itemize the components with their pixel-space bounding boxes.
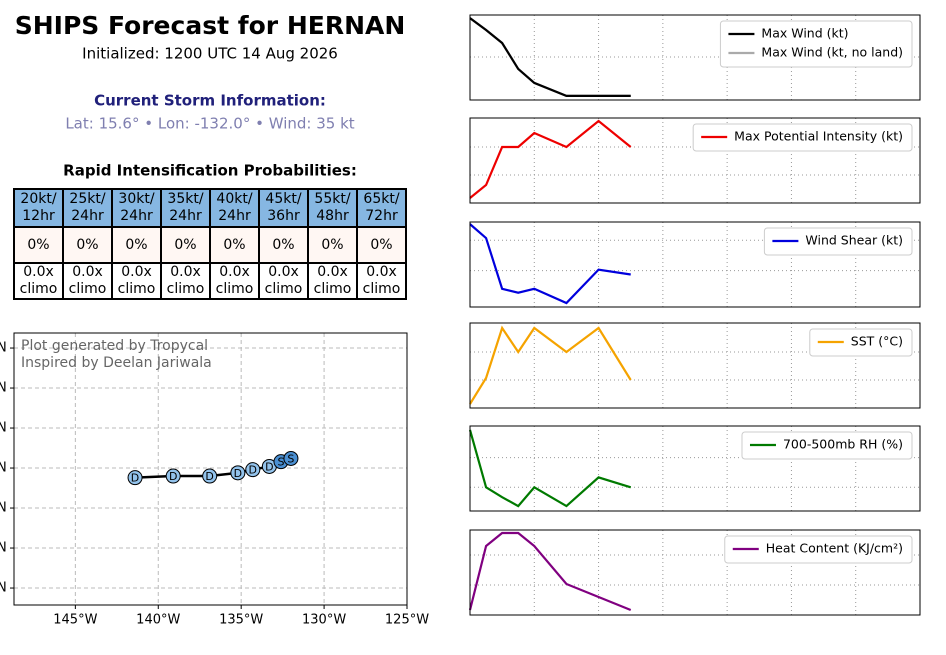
point-label: D [169, 470, 177, 483]
annotation: Inspired by Deelan Jariwala [21, 355, 212, 371]
legend-label: Wind Shear (kt) [805, 233, 903, 248]
x-tick-label: 130°W [302, 613, 346, 628]
plot-frame [469, 425, 921, 512]
legend-label: Max Wind (kt, no land) [761, 45, 903, 60]
x-tick-label: 135°W [219, 613, 263, 628]
series-line [469, 325, 632, 405]
track-point [127, 470, 143, 486]
table-cell: 0% [13, 226, 64, 264]
legend-box [719, 20, 913, 68]
table-cell: 0.0x climo [13, 262, 64, 300]
table-cell: 0% [307, 226, 358, 264]
plot-frame [469, 221, 921, 308]
y-tick-label: N [0, 421, 7, 436]
legend: Max Potential Intensity (kt) [692, 123, 913, 152]
series-line [468, 429, 632, 508]
point-label: D [205, 470, 213, 483]
plot-frame [469, 117, 921, 204]
table-cell: 45kt/ 36hr [258, 188, 309, 228]
y-tick-label: N [0, 341, 7, 356]
storm-info: Lat: 15.6° • Lon: -132.0° • Wind: 35 kt [65, 115, 354, 133]
table-cell: 0% [111, 226, 162, 264]
legend-label: 700-500mb RH (%) [783, 437, 903, 452]
plot-frame [469, 14, 921, 101]
point-label: D [265, 460, 273, 473]
ri-table: 20kt/ 12hr 25kt/ 24hr 30kt/ 24hr 35kt/ 24hr… [13, 188, 407, 300]
table-cell: 40kt/ 24hr [209, 188, 260, 228]
legend-box [692, 123, 913, 152]
table-cell: 0.0x climo [209, 262, 260, 300]
point-label: S [287, 452, 294, 465]
track-point [230, 465, 246, 481]
table-cell: 65kt/ 72hr [356, 188, 407, 228]
point-label: D [234, 467, 242, 480]
track-point [202, 468, 218, 484]
table-cell: 25kt/ 24hr [62, 188, 113, 228]
table-cell: 0.0x climo [111, 262, 162, 300]
legend: Max Wind (kt) Max Wind (kt, no land) [719, 20, 913, 68]
series-line [469, 17, 631, 97]
table-cell: 55kt/ 48hr [307, 188, 358, 228]
table-row: 0.0x climo 0.0x climo 0.0x climo 0.0x climo… [13, 262, 407, 300]
legend: Wind Shear (kt) [763, 227, 913, 256]
series-line [468, 531, 632, 612]
legend-label: SST (°C) [851, 334, 903, 349]
storm-heading: Current Storm Information: [94, 92, 326, 110]
table-cell: 0.0x climo [307, 262, 358, 300]
series-line [469, 119, 632, 199]
legend: SST (°C) [809, 328, 913, 357]
legend-box [741, 431, 913, 460]
legend-label: Heat Content (KJ/cm²) [766, 541, 903, 556]
y-tick-label: N [0, 461, 7, 476]
subtitle: Initialized: 1200 UTC 14 Aug 2026 [82, 45, 338, 63]
table-cell: 0% [62, 226, 113, 264]
point-label: D [249, 464, 257, 477]
point-label: S [277, 456, 284, 469]
plot-frame [469, 322, 921, 409]
legend-box [809, 328, 913, 357]
x-tick-label: 125°W [385, 613, 429, 628]
table-cell: 35kt/ 24hr [160, 188, 211, 228]
legend-box [724, 535, 913, 564]
x-tick-label: 140°W [136, 613, 180, 628]
legend: 700-500mb RH (%) [741, 431, 913, 460]
table-cell: 30kt/ 24hr [111, 188, 162, 228]
y-tick-label: N [0, 541, 7, 556]
plot-frame [469, 529, 921, 616]
point-label: D [131, 472, 139, 485]
ri-heading: Rapid Intensification Probabilities: [63, 162, 357, 180]
table-cell: 0% [258, 226, 309, 264]
legend-label: Max Wind (kt) [761, 26, 848, 41]
y-tick-label: N [0, 581, 7, 596]
x-tick-label: 145°W [53, 613, 97, 628]
table-cell: 0.0x climo [160, 262, 211, 300]
map-frame [13, 332, 408, 606]
y-tick-label: N [0, 381, 7, 396]
track-point [245, 462, 261, 478]
table-cell: 0% [160, 226, 211, 264]
table-cell: 0.0x climo [62, 262, 113, 300]
track-point [283, 450, 299, 466]
title: SHIPS Forecast for HERNAN [15, 11, 406, 40]
table-cell: 0% [209, 226, 260, 264]
table-cell: 0% [356, 226, 407, 264]
track-point [165, 468, 181, 484]
table-cell: 0.0x climo [258, 262, 309, 300]
series-line [469, 223, 631, 305]
table-row: 0% 0% 0% 0% 0% 0% 0% 0% [13, 226, 407, 264]
legend-label: Max Potential Intensity (kt) [734, 129, 903, 144]
legend-box [763, 227, 913, 256]
annotation: Plot generated by Tropycal [21, 338, 208, 354]
table-row: 20kt/ 12hr 25kt/ 24hr 30kt/ 24hr 35kt/ 24hr… [13, 188, 407, 228]
y-tick-label: N [0, 501, 7, 516]
table-cell: 0.0x climo [356, 262, 407, 300]
legend: Heat Content (KJ/cm²) [724, 535, 913, 564]
table-cell: 20kt/ 12hr [13, 188, 64, 228]
